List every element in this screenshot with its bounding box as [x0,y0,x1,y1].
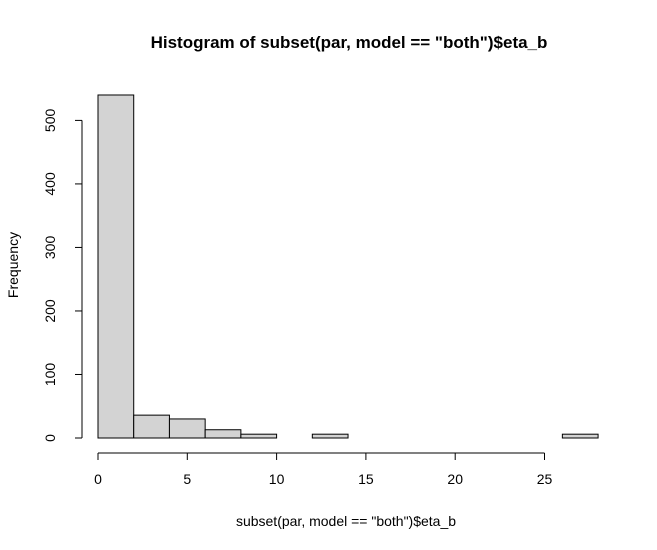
bars-group [97,94,599,439]
histogram-bar-6 [311,433,349,439]
x-axis-label: subset(par, model == "both")$eta_b [236,513,456,529]
y-tick-label: 300 [42,236,58,260]
y-tick-label: 400 [42,172,58,196]
x-axis: 0 5 10 15 20 25 [94,452,553,487]
y-axis-label: Frequency [5,232,21,298]
x-tick-label: 15 [358,471,374,487]
x-tick-label: 20 [447,471,463,487]
y-tick-label: 200 [42,299,58,323]
x-tick-label: 10 [269,471,285,487]
x-tick-label: 25 [537,471,553,487]
chart-title: Histogram of subset(par, model == "both"… [151,33,548,52]
histogram-bar-4 [240,433,278,439]
histogram-bar-3 [204,429,242,439]
histogram-bar-13 [561,433,599,439]
y-tick-label: 0 [42,434,58,442]
histogram-bar-1 [133,414,170,439]
histogram-bar-2 [168,418,206,439]
histogram-bar-0 [97,94,135,439]
y-tick-label: 100 [42,363,58,387]
y-tick-label: 500 [42,109,58,133]
x-tick-label: 0 [94,471,102,487]
x-tick-label: 5 [183,471,191,487]
y-axis: 0 100 200 300 400 500 [42,109,83,442]
